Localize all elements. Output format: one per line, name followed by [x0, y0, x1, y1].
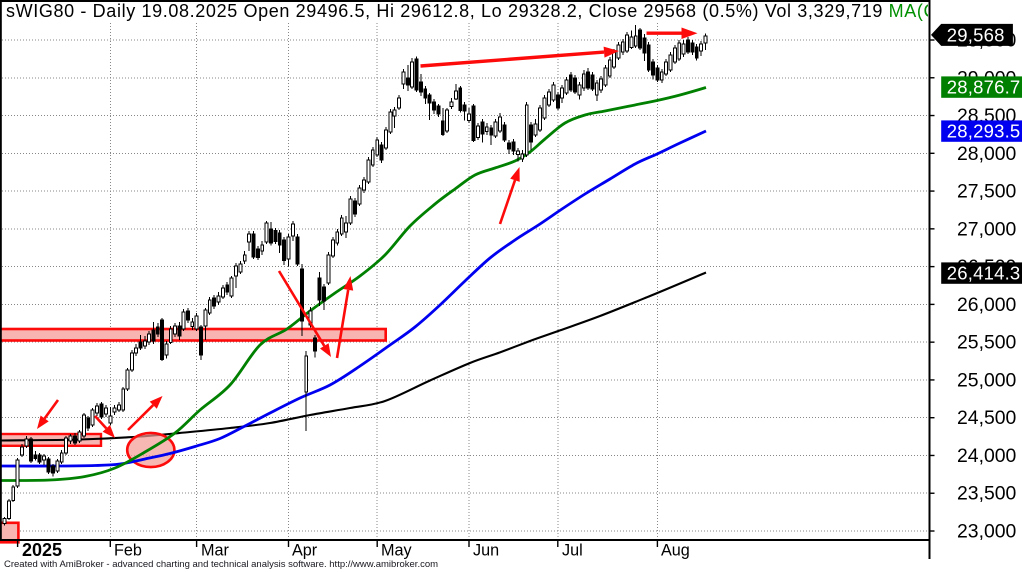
svg-text:25,000: 25,000: [957, 369, 1017, 391]
svg-text:26,000: 26,000: [957, 294, 1017, 316]
svg-text:29,568: 29,568: [947, 25, 1005, 46]
svg-text:2025: 2025: [22, 540, 62, 560]
svg-text:26,414.3: 26,414.3: [947, 263, 1021, 284]
svg-text:Created with AmiBroker - advan: Created with AmiBroker - advanced charti…: [4, 559, 438, 570]
svg-text:28,000: 28,000: [957, 143, 1017, 165]
svg-text:27,500: 27,500: [957, 181, 1017, 203]
svg-text:25,500: 25,500: [957, 332, 1017, 354]
svg-text:Jul: Jul: [562, 542, 583, 560]
svg-text:Feb: Feb: [114, 542, 142, 560]
svg-text:24,500: 24,500: [957, 407, 1017, 429]
svg-text:23,000: 23,000: [957, 521, 1017, 543]
svg-text:27,000: 27,000: [957, 218, 1017, 240]
svg-text:28,876.7: 28,876.7: [947, 77, 1021, 98]
svg-text:Mar: Mar: [201, 542, 229, 560]
svg-text:Aug: Aug: [661, 542, 690, 560]
svg-text:28,293.5: 28,293.5: [947, 121, 1021, 142]
svg-text:24,000: 24,000: [957, 445, 1017, 467]
svg-text:May: May: [381, 542, 412, 560]
svg-text:sWIG80 - Daily 19.08.2025 Open: sWIG80 - Daily 19.08.2025 Open 29496.5, …: [6, 1, 937, 21]
svg-text:Apr: Apr: [292, 542, 318, 560]
svg-text:Jun: Jun: [473, 542, 499, 560]
svg-text:23,500: 23,500: [957, 483, 1017, 505]
